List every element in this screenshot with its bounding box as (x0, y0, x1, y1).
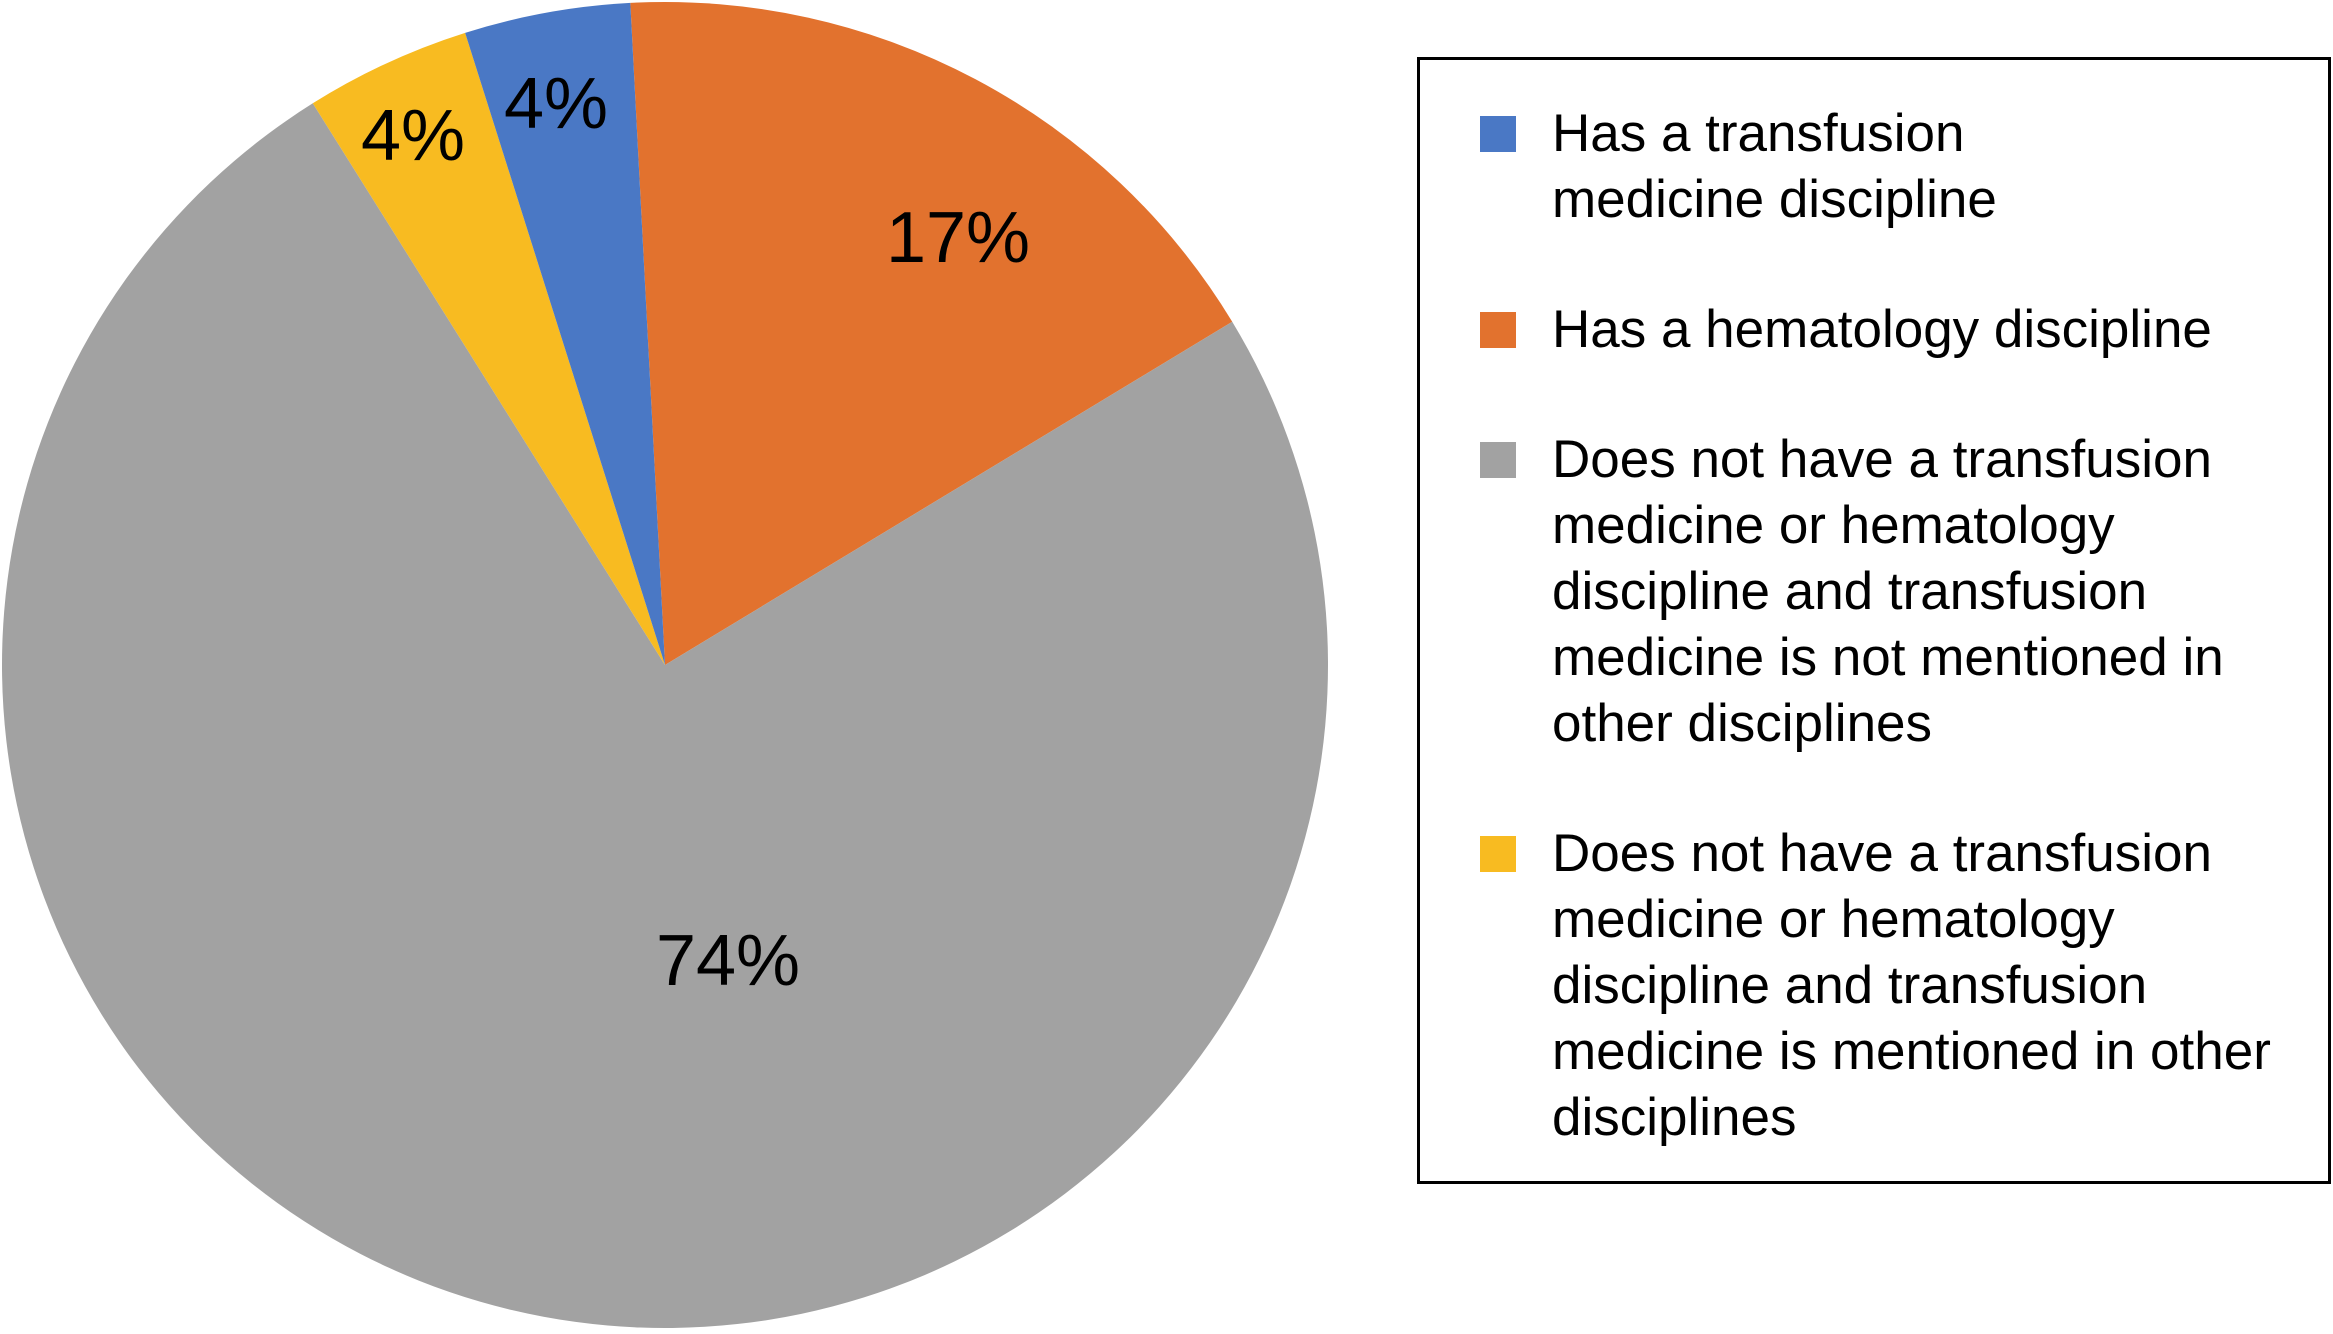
legend-label-line: disciplines (1552, 1088, 1797, 1147)
pie-label-transfusion: 4% (504, 64, 608, 144)
legend-label-transfusion: Has a transfusion medicine discipline (1552, 101, 1997, 233)
legend-label-line: Does not have a transfusion (1552, 824, 2212, 883)
pie-label-neither-not-mentioned: 74% (656, 921, 800, 1001)
legend-label-line: medicine discipline (1552, 170, 1997, 229)
legend-swatch-hematology-icon (1480, 312, 1516, 348)
legend-label-line: medicine or hematology (1552, 890, 2115, 949)
legend-swatch-neither-not-mentioned-icon (1480, 442, 1516, 478)
pie-slice-hematology (630, 2, 1233, 666)
legend-label-line: other disciplines (1552, 694, 1933, 753)
pie-chart: 4% 17% 74% 4% (2, 2, 1329, 1328)
legend-item-transfusion: Has a transfusion medicine discipline (1480, 101, 2308, 233)
legend-item-neither-not-mentioned: Does not have a transfusion medicine or … (1480, 427, 2308, 757)
pie-slice-transfusion (465, 2, 665, 666)
legend-label-line: medicine is mentioned in other (1552, 1022, 2271, 1081)
legend-swatch-neither-mentioned-icon (1480, 836, 1516, 872)
legend-label-line: medicine is not mentioned in (1552, 628, 2224, 687)
pie-slice-neither-mentioned (312, 32, 665, 665)
pie-label-neither-mentioned: 4% (361, 96, 465, 176)
pie-slice-neither-not-mentioned (2, 103, 1329, 1328)
pie-chart-area: 4% 17% 74% 4% (2, 2, 1329, 1328)
legend-label-line: Has a hematology discipline (1552, 300, 2212, 359)
pie-label-hematology: 17% (886, 198, 1030, 278)
legend-item-hematology: Has a hematology discipline (1480, 297, 2308, 363)
legend-label-line: Does not have a transfusion (1552, 430, 2212, 489)
legend-swatch-transfusion-icon (1480, 116, 1516, 152)
legend-label-line: discipline and transfusion (1552, 562, 2148, 621)
legend-label-neither-not-mentioned: Does not have a transfusion medicine or … (1552, 427, 2224, 757)
legend-label-line: medicine or hematology (1552, 496, 2115, 555)
legend-item-neither-mentioned: Does not have a transfusion medicine or … (1480, 821, 2308, 1151)
legend-label-line: discipline and transfusion (1552, 956, 2148, 1015)
legend-label-neither-mentioned: Does not have a transfusion medicine or … (1552, 821, 2271, 1151)
legend-label-line: Has a transfusion (1552, 104, 1965, 163)
legend-label-hematology: Has a hematology discipline (1552, 297, 2212, 363)
chart-legend: Has a transfusion medicine discipline Ha… (1417, 57, 2331, 1184)
